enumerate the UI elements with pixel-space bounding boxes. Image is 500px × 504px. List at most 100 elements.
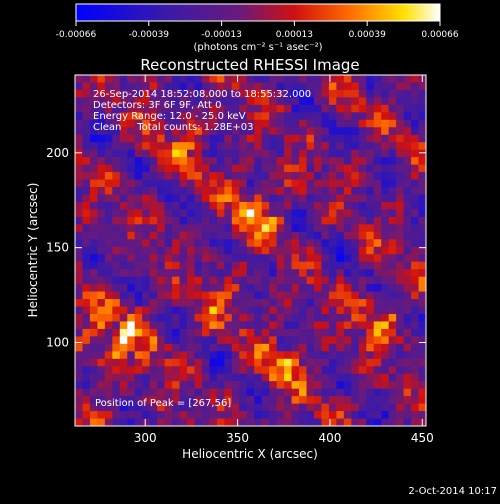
- heatmap-pixel: [97, 358, 106, 367]
- heatmap-pixel: [239, 328, 248, 337]
- heatmap-pixel: [291, 149, 300, 158]
- heatmap-pixel: [239, 239, 248, 248]
- heatmap-pixel: [366, 239, 375, 248]
- heatmap-pixel: [246, 142, 255, 151]
- heatmap-pixel: [231, 201, 240, 210]
- heatmap-pixel: [112, 179, 121, 188]
- heatmap-pixel: [97, 388, 106, 397]
- heatmap-pixel: [104, 291, 113, 300]
- heatmap-pixel: [239, 313, 248, 322]
- heatmap-pixel: [216, 239, 225, 248]
- heatmap-pixel: [403, 366, 412, 375]
- heatmap-pixel: [366, 149, 375, 158]
- heatmap-pixel: [306, 299, 315, 307]
- heatmap-pixel: [336, 336, 345, 345]
- heatmap-pixel: [336, 291, 345, 300]
- heatmap-pixel: [388, 179, 397, 188]
- heatmap-pixel: [299, 119, 307, 128]
- heatmap-pixel: [388, 104, 397, 113]
- heatmap-pixel: [179, 396, 188, 404]
- heatmap-pixel: [299, 299, 307, 307]
- heatmap-pixel: [411, 403, 419, 412]
- heatmap-pixel: [284, 381, 292, 390]
- heatmap-pixel: [164, 351, 173, 360]
- heatmap-pixel: [172, 216, 180, 225]
- heatmap-pixel: [119, 157, 128, 166]
- heatmap-pixel: [127, 306, 136, 315]
- heatmap-pixel: [104, 418, 113, 426]
- heatmap-pixel: [396, 291, 404, 300]
- heatmap-pixel: [239, 179, 248, 188]
- heatmap-pixel: [321, 246, 330, 255]
- heatmap-pixel: [187, 187, 195, 195]
- heatmap-pixel: [194, 321, 203, 330]
- heatmap-pixel: [231, 194, 240, 203]
- heatmap-pixel: [179, 224, 188, 233]
- heatmap-pixel: [201, 231, 210, 240]
- heatmap-pixel: [89, 246, 98, 255]
- heatmap-pixel: [381, 246, 390, 255]
- heatmap-pixel: [299, 291, 307, 300]
- heatmap-pixel: [366, 179, 375, 188]
- heatmap-pixel: [403, 328, 412, 337]
- heatmap-pixel: [149, 149, 158, 158]
- heatmap-pixel: [119, 224, 128, 233]
- heatmap-pixel: [231, 231, 240, 240]
- heatmap-pixel: [261, 164, 270, 173]
- heatmap-pixel: [172, 187, 180, 195]
- heatmap-pixel: [231, 75, 240, 83]
- heatmap-pixel: [209, 201, 218, 210]
- heatmap-pixel: [269, 194, 278, 203]
- heatmap-pixel: [187, 89, 195, 98]
- heatmap-pixel: [97, 381, 106, 390]
- heatmap-pixel: [209, 172, 218, 180]
- heatmap-pixel: [299, 89, 307, 98]
- heatmap-pixel: [224, 403, 233, 412]
- heatmap-pixel: [284, 254, 292, 263]
- heatmap-pixel: [313, 321, 322, 330]
- heatmap-pixel: [127, 343, 136, 352]
- heatmap-pixel: [291, 172, 300, 180]
- heatmap-pixel: [366, 306, 375, 315]
- heatmap-pixel: [336, 134, 345, 143]
- heatmap-pixel: [89, 284, 98, 292]
- heatmap-pixel: [239, 89, 248, 98]
- heatmap-pixel: [246, 224, 255, 233]
- heatmap-pixel: [396, 254, 404, 263]
- heatmap-pixel: [112, 149, 121, 158]
- heatmap-pixel: [321, 112, 330, 121]
- heatmap-pixel: [411, 179, 419, 188]
- heatmap-pixel: [89, 269, 98, 278]
- heatmap-pixel: [276, 373, 285, 382]
- heatmap-pixel: [328, 418, 337, 426]
- heatmap-pixel: [97, 142, 106, 151]
- heatmap-pixel: [313, 254, 322, 263]
- heatmap-pixel: [343, 291, 352, 300]
- heatmap-pixel: [381, 75, 390, 83]
- heatmap-pixel: [358, 209, 367, 218]
- heatmap-pixel: [291, 194, 300, 203]
- heatmap-pixel: [142, 224, 151, 233]
- heatmap-pixel: [194, 388, 203, 397]
- heatmap-pixel: [157, 75, 166, 83]
- heatmap-pixel: [261, 313, 270, 322]
- heatmap-pixel: [396, 89, 404, 98]
- heatmap-pixel: [321, 89, 330, 98]
- heatmap-pixel: [194, 164, 203, 173]
- heatmap-pixel: [328, 396, 337, 404]
- heatmap-pixel: [157, 246, 166, 255]
- heatmap-pixel: [97, 119, 106, 128]
- heatmap-pixel: [366, 157, 375, 166]
- heatmap-pixel: [104, 142, 113, 151]
- heatmap-pixel: [276, 403, 285, 412]
- heatmap-pixel: [254, 403, 263, 412]
- heatmap-pixel: [246, 172, 255, 180]
- heatmap-pixel: [119, 373, 128, 382]
- heatmap-pixel: [112, 328, 121, 337]
- heatmap-pixel: [313, 366, 322, 375]
- heatmap-pixel: [366, 246, 375, 255]
- heatmap-pixel: [187, 306, 195, 315]
- heatmap-pixel: [127, 75, 136, 83]
- heatmap-pixel: [373, 254, 382, 263]
